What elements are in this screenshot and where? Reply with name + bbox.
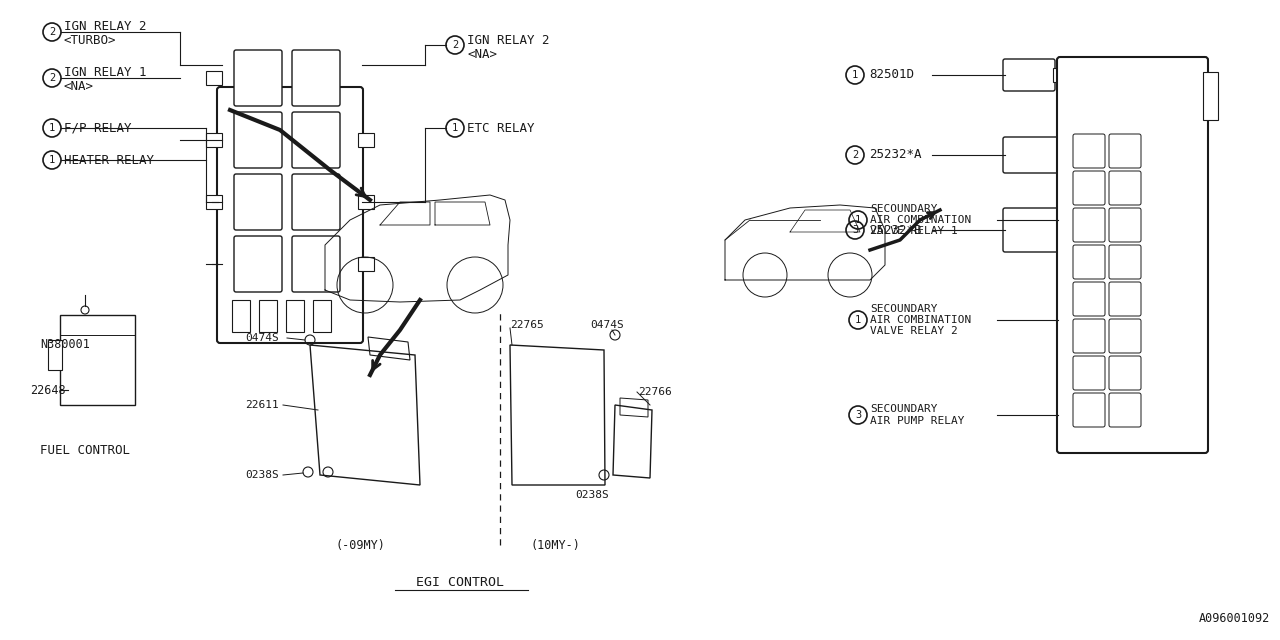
Text: AIR COMBINATION: AIR COMBINATION — [870, 215, 972, 225]
FancyBboxPatch shape — [1108, 282, 1140, 316]
FancyBboxPatch shape — [1004, 59, 1055, 91]
Bar — [1065, 71, 1073, 79]
Text: 1: 1 — [855, 315, 861, 325]
Text: 0238S: 0238S — [575, 490, 609, 500]
FancyBboxPatch shape — [1108, 319, 1140, 353]
Bar — [1057, 147, 1071, 163]
Bar — [1053, 68, 1065, 82]
Text: <TURBO>: <TURBO> — [64, 35, 116, 47]
Bar — [285, 300, 305, 332]
Bar — [1057, 220, 1071, 240]
Text: 1: 1 — [852, 70, 858, 80]
Text: 0238S: 0238S — [244, 470, 279, 480]
FancyBboxPatch shape — [234, 50, 282, 106]
Text: AIR PUMP RELAY: AIR PUMP RELAY — [870, 415, 965, 426]
Text: AIR COMBINATION: AIR COMBINATION — [870, 315, 972, 325]
Bar — [259, 300, 276, 332]
FancyBboxPatch shape — [1108, 356, 1140, 390]
Text: ETC RELAY: ETC RELAY — [467, 122, 535, 134]
Bar — [358, 133, 374, 147]
Bar — [358, 195, 374, 209]
Text: IGN RELAY 1: IGN RELAY 1 — [64, 67, 146, 79]
Text: SECOUNDARY: SECOUNDARY — [870, 204, 937, 214]
Text: SECOUNDARY: SECOUNDARY — [870, 304, 937, 314]
Text: (10MY-): (10MY-) — [530, 538, 580, 552]
FancyBboxPatch shape — [1073, 393, 1105, 427]
Text: FUEL CONTROL: FUEL CONTROL — [40, 444, 131, 456]
Text: <NA>: <NA> — [467, 47, 497, 61]
FancyBboxPatch shape — [1073, 208, 1105, 242]
FancyBboxPatch shape — [1004, 137, 1059, 173]
FancyBboxPatch shape — [1073, 282, 1105, 316]
Text: 3: 3 — [855, 410, 861, 420]
Text: SECOUNDARY: SECOUNDARY — [870, 404, 937, 415]
FancyBboxPatch shape — [292, 50, 340, 106]
Bar — [206, 195, 221, 209]
Text: 1: 1 — [49, 123, 55, 133]
FancyBboxPatch shape — [1057, 57, 1208, 453]
Text: 0474S: 0474S — [590, 320, 623, 330]
Text: HEATER RELAY: HEATER RELAY — [64, 154, 154, 166]
Bar — [232, 300, 250, 332]
Bar — [206, 133, 221, 147]
Text: (-09MY): (-09MY) — [335, 538, 385, 552]
FancyBboxPatch shape — [218, 87, 364, 343]
Text: F/P RELAY: F/P RELAY — [64, 122, 132, 134]
Bar — [1071, 213, 1082, 225]
FancyBboxPatch shape — [1073, 171, 1105, 205]
Bar — [1203, 72, 1219, 120]
Text: A096001092: A096001092 — [1199, 612, 1270, 625]
FancyBboxPatch shape — [1073, 319, 1105, 353]
Text: 22765: 22765 — [509, 320, 544, 330]
FancyBboxPatch shape — [1073, 245, 1105, 279]
FancyBboxPatch shape — [1108, 208, 1140, 242]
Text: 1: 1 — [452, 123, 458, 133]
Bar — [314, 300, 332, 332]
Text: 2: 2 — [452, 40, 458, 50]
Text: <NA>: <NA> — [64, 81, 93, 93]
FancyBboxPatch shape — [292, 174, 340, 230]
Text: 0474S: 0474S — [244, 333, 279, 343]
Text: EGI CONTROL: EGI CONTROL — [416, 575, 504, 589]
Text: 2: 2 — [49, 73, 55, 83]
Text: 22611: 22611 — [244, 400, 279, 410]
Bar — [49, 340, 61, 370]
Text: 82501D: 82501D — [869, 68, 914, 81]
Text: VALVE RELAY 2: VALVE RELAY 2 — [870, 326, 957, 336]
Text: VALVE RELAY 1: VALVE RELAY 1 — [870, 226, 957, 236]
Text: 22766: 22766 — [637, 387, 672, 397]
Text: IGN RELAY 2: IGN RELAY 2 — [467, 33, 549, 47]
FancyBboxPatch shape — [1073, 356, 1105, 390]
FancyBboxPatch shape — [1108, 134, 1140, 168]
Bar — [206, 71, 221, 85]
Text: 25232*B: 25232*B — [869, 223, 922, 237]
FancyBboxPatch shape — [1073, 134, 1105, 168]
Text: N380001: N380001 — [40, 339, 90, 351]
FancyBboxPatch shape — [292, 236, 340, 292]
FancyBboxPatch shape — [1004, 208, 1059, 252]
Text: 1: 1 — [855, 215, 861, 225]
Text: 2: 2 — [49, 27, 55, 37]
FancyBboxPatch shape — [1108, 393, 1140, 427]
FancyBboxPatch shape — [292, 112, 340, 168]
FancyBboxPatch shape — [234, 236, 282, 292]
FancyBboxPatch shape — [234, 112, 282, 168]
FancyBboxPatch shape — [1108, 245, 1140, 279]
Bar — [1071, 150, 1080, 160]
Text: 22648: 22648 — [29, 383, 65, 397]
Bar — [1071, 235, 1082, 247]
Bar — [358, 257, 374, 271]
Text: IGN RELAY 2: IGN RELAY 2 — [64, 20, 146, 33]
FancyBboxPatch shape — [1108, 171, 1140, 205]
Text: 25232*A: 25232*A — [869, 148, 922, 161]
Text: 2: 2 — [852, 150, 858, 160]
FancyBboxPatch shape — [234, 174, 282, 230]
Text: 1: 1 — [49, 155, 55, 165]
Text: 3: 3 — [852, 225, 858, 235]
